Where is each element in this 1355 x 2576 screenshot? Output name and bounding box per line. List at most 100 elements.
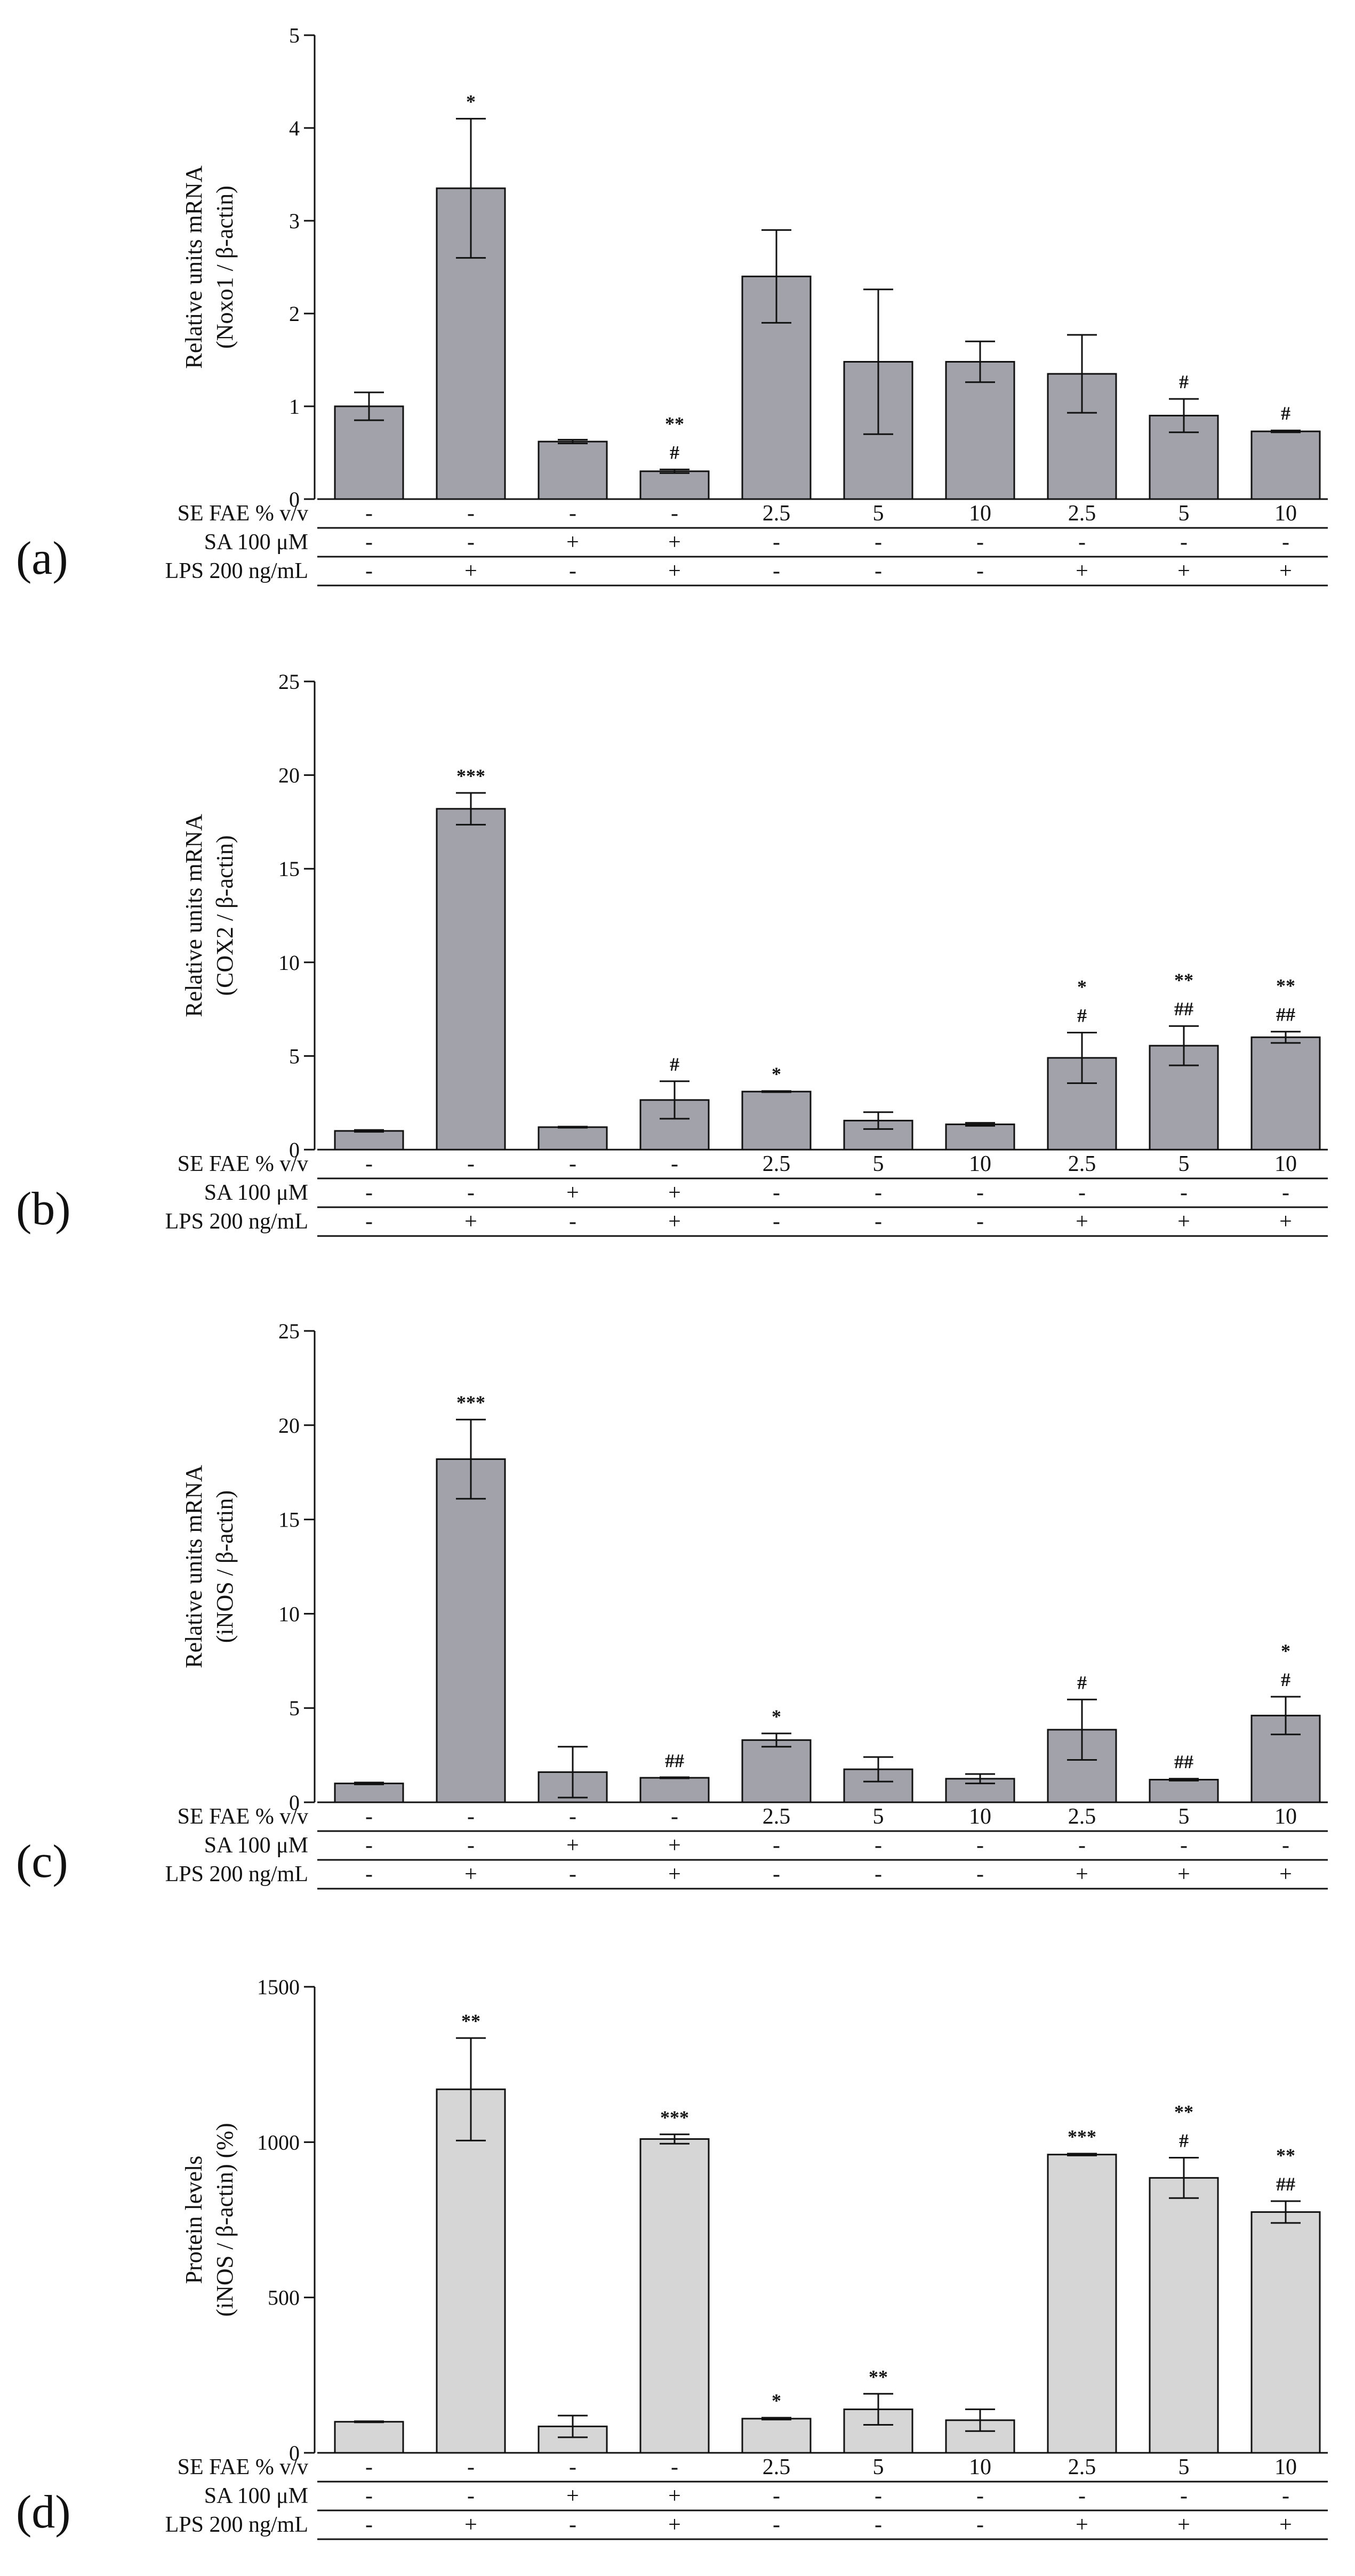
- bar: [741, 2418, 812, 2454]
- y-tick-label: 0: [289, 2441, 300, 2465]
- bar: [1250, 2211, 1321, 2454]
- sa-row-cell: +: [668, 1181, 681, 1205]
- bar: [945, 1124, 1015, 1151]
- significance-mark: #: [670, 442, 679, 463]
- panel-4: 0 500 1000 1500 Protein levels (iNOS / β-acti…: [16, 1975, 1328, 2540]
- se-fae-row-cell: 5: [873, 501, 884, 526]
- lps-row-cell: +: [1279, 1209, 1292, 1234]
- sa-row-cell: -: [1078, 2484, 1086, 2508]
- significance-mark: ##: [1276, 1004, 1295, 1025]
- lps-row-label: LPS 200 ng/mL: [165, 559, 308, 583]
- bar: [334, 1130, 404, 1151]
- sa-row-cell: -: [1282, 1181, 1289, 1205]
- sa-row-cell: -: [773, 1833, 780, 1858]
- bar: [334, 2421, 404, 2454]
- se-fae-row-cell: 2.5: [1068, 1152, 1096, 1176]
- sa-row-cell: +: [668, 2484, 681, 2508]
- significance-mark: *: [772, 1706, 781, 1727]
- y-tick-label: 1000: [257, 2130, 300, 2154]
- sa-row-cell: -: [1078, 1181, 1086, 1205]
- panel-label: (c): [16, 1836, 68, 1888]
- sa-row-label: SA 100 μM: [204, 2484, 308, 2508]
- se-fae-row-cell: -: [365, 1152, 373, 1176]
- sa-row-cell: -: [976, 530, 984, 555]
- y-axis-title-line2: (Noxo1 / β-actin): [212, 186, 238, 349]
- se-fae-row-cell: 10: [1274, 1152, 1297, 1176]
- y-tick-label: 0: [289, 1791, 300, 1815]
- lps-row-cell: +: [464, 559, 477, 583]
- se-fae-row-cell: 10: [969, 501, 991, 526]
- lps-row-label: LPS 200 ng/mL: [165, 2513, 308, 2537]
- lps-row-cell: +: [1076, 1862, 1088, 1887]
- sa-row-cell: +: [566, 2484, 579, 2508]
- lps-row-cell: -: [569, 1209, 576, 1234]
- se-fae-row-cell: 2.5: [1068, 501, 1096, 526]
- lps-row-cell: -: [773, 1209, 780, 1234]
- y-tick-label: 15: [278, 857, 300, 881]
- lps-row-cell: -: [569, 2513, 576, 2537]
- y-tick-label: 25: [278, 1319, 300, 1343]
- sa-row-cell: -: [773, 2484, 780, 2508]
- y-tick-label: 2: [289, 302, 300, 326]
- sa-row-cell: -: [1282, 2484, 1289, 2508]
- significance-mark: **: [1276, 2145, 1295, 2166]
- significance-mark: #: [670, 1054, 679, 1075]
- significance-mark: #: [1281, 1669, 1290, 1690]
- se-fae-row-cell: 2.5: [763, 1804, 791, 1829]
- significance-mark: *: [1281, 1640, 1290, 1662]
- y-axis-title-line1: Relative units mRNA: [181, 165, 207, 369]
- bar: [1250, 430, 1321, 500]
- lps-row-cell: +: [1279, 559, 1292, 583]
- lps-row-cell: +: [668, 559, 681, 583]
- y-tick-label: 10: [278, 1602, 300, 1626]
- se-fae-row-cell: 2.5: [763, 501, 791, 526]
- lps-row-cell: -: [365, 559, 373, 583]
- se-fae-row-cell: -: [569, 2455, 576, 2479]
- sa-row-cell: +: [668, 1833, 681, 1858]
- significance-mark: **: [1174, 2101, 1193, 2122]
- se-fae-row-cell: 10: [969, 1152, 991, 1176]
- se-fae-row-cell: 5: [873, 1804, 884, 1829]
- significance-mark: **: [665, 413, 684, 434]
- y-tick-label: 4: [289, 116, 300, 140]
- significance-mark: ***: [456, 765, 485, 787]
- se-fae-row-cell: -: [671, 2455, 678, 2479]
- sa-row-cell: -: [1180, 2484, 1188, 2508]
- panel-2: 0 5 10 15 20 25 Relative units mRNA (COX2 / β-a…: [16, 670, 1328, 1237]
- y-tick-label: 5: [289, 1044, 300, 1068]
- bar: [639, 470, 710, 500]
- panel-1: 0 1 2 3 4 5 Relative units mRNA (Noxo1 / β-acti…: [16, 23, 1328, 587]
- sa-row-cell: -: [1078, 530, 1086, 555]
- sa-row-cell: -: [976, 2484, 984, 2508]
- significance-mark: #: [1077, 1005, 1087, 1026]
- y-tick-label: 500: [268, 2286, 300, 2310]
- significance-mark: *: [1077, 976, 1087, 998]
- bar: [538, 440, 608, 500]
- se-fae-row-cell: -: [365, 501, 373, 526]
- sa-row-cell: -: [875, 530, 882, 555]
- lps-row-cell: +: [1279, 2513, 1292, 2537]
- significance-mark: #: [1281, 403, 1290, 424]
- se-fae-row-cell: -: [671, 1804, 678, 1829]
- lps-row-cell: -: [365, 2513, 373, 2537]
- y-tick-label: 5: [289, 1696, 300, 1720]
- sa-row-cell: -: [875, 1181, 882, 1205]
- y-axis-title-line1: Relative units mRNA: [181, 1465, 207, 1668]
- se-fae-row-cell: 5: [873, 2455, 884, 2479]
- se-fae-row-cell: 10: [1274, 501, 1297, 526]
- y-tick-label: 20: [278, 764, 300, 788]
- lps-row-cell: +: [1076, 1209, 1088, 1234]
- sa-row-cell: -: [467, 1181, 475, 1205]
- y-axis-title-line1: Protein levels: [181, 2156, 207, 2284]
- panel-label: (b): [16, 1183, 71, 1235]
- lps-row-cell: +: [1279, 1862, 1292, 1887]
- lps-row-cell: -: [773, 1862, 780, 1887]
- sa-row-cell: -: [1180, 1181, 1188, 1205]
- lps-row-cell: +: [1177, 1209, 1190, 1234]
- lps-row-cell: -: [773, 2513, 780, 2537]
- lps-row-cell: -: [875, 1862, 882, 1887]
- y-tick-label: 0: [289, 1138, 300, 1162]
- se-fae-row-cell: 5: [873, 1152, 884, 1176]
- lps-row-cell: +: [1177, 2513, 1190, 2537]
